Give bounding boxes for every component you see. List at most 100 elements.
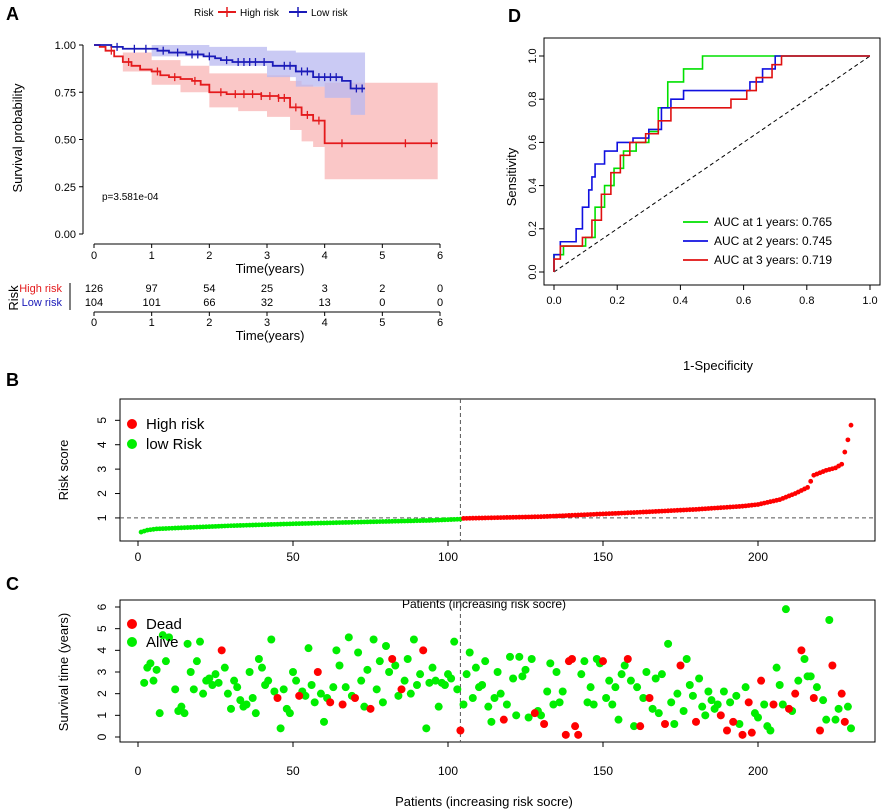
risk-table-cell: 97 bbox=[146, 283, 158, 295]
status-point-alive bbox=[478, 681, 487, 689]
status-point-alive bbox=[158, 631, 167, 640]
km-band-low-risk bbox=[94, 45, 366, 115]
risk-table-cell: 104 bbox=[85, 297, 103, 309]
km-y-tick-label: 0.75 bbox=[55, 87, 76, 99]
status-point-alive bbox=[698, 702, 707, 711]
roc-ylabel: Sensitivity bbox=[504, 147, 519, 206]
status-point-alive bbox=[617, 670, 626, 679]
status-point-alive bbox=[165, 633, 173, 642]
status-point-alive bbox=[614, 715, 623, 724]
survival-status-legend: Dead Alive bbox=[127, 616, 182, 651]
risk-table-x-tick-label: 2 bbox=[206, 317, 212, 329]
status-point-alive bbox=[468, 694, 477, 702]
status-point-alive bbox=[471, 663, 480, 672]
status-point-dead bbox=[217, 646, 226, 655]
risk-table-cell: 0 bbox=[379, 297, 385, 309]
status-point-dead bbox=[499, 715, 508, 724]
status-point-dead bbox=[456, 726, 465, 735]
status-point-alive bbox=[558, 687, 567, 696]
status-point-alive bbox=[403, 655, 412, 663]
status-point-dead bbox=[785, 704, 793, 713]
status-point-alive bbox=[481, 657, 490, 666]
roc-y-tick-label: 0.2 bbox=[527, 221, 539, 236]
roc-y-tick-label: 0.8 bbox=[527, 92, 539, 107]
risk-table-cell: 25 bbox=[261, 283, 273, 295]
roc-x-tick-label: 1.0 bbox=[862, 295, 877, 307]
risk-table-cell: 3 bbox=[322, 283, 328, 295]
status-point-alive bbox=[320, 717, 328, 726]
status-point-dead bbox=[797, 646, 806, 655]
status-point-alive bbox=[310, 698, 319, 707]
status-point-alive bbox=[713, 700, 722, 709]
status-point-dead bbox=[738, 730, 747, 739]
status-point-alive bbox=[775, 681, 784, 689]
km-y-tick-label: 0.00 bbox=[55, 229, 76, 241]
risk-table-cell: 54 bbox=[203, 283, 215, 295]
risk-table-x-tick-label: 1 bbox=[149, 317, 155, 329]
status-point-alive bbox=[760, 700, 769, 709]
status-point-alive bbox=[670, 720, 679, 728]
km-y-tick-label: 1.00 bbox=[55, 40, 76, 52]
km-x-tick-label: 0 bbox=[91, 250, 97, 262]
risk-table-cell: 32 bbox=[261, 297, 273, 309]
status-point-alive bbox=[555, 698, 564, 707]
survival-status-x-tick-label: 0 bbox=[135, 764, 142, 778]
roc-legend: AUC at 1 years: 0.765 AUC at 2 years: 0.7… bbox=[683, 215, 832, 267]
status-point-alive bbox=[648, 704, 657, 713]
status-point-alive bbox=[512, 711, 521, 720]
survival-status-y-axis: 0 1 2 3 4 5 6 bbox=[95, 603, 120, 740]
survival-status-xlabel: Patients (increasing risk socre) bbox=[395, 794, 573, 809]
status-point-alive bbox=[834, 704, 843, 713]
status-point-alive bbox=[741, 683, 750, 692]
status-point-alive bbox=[251, 709, 260, 718]
risk-point-high bbox=[805, 485, 810, 490]
status-point-alive bbox=[152, 665, 161, 674]
roc-x-tick-label: 0.0 bbox=[546, 295, 561, 307]
status-point-alive bbox=[285, 709, 294, 718]
status-point-alive bbox=[825, 616, 834, 624]
status-point-alive bbox=[552, 668, 561, 676]
status-point-alive bbox=[521, 665, 530, 674]
risk-score-y-tick-label: 5 bbox=[95, 417, 109, 424]
status-point-alive bbox=[462, 670, 471, 679]
status-point-dead bbox=[809, 694, 818, 702]
status-point-alive bbox=[496, 689, 505, 698]
status-point-alive bbox=[223, 689, 232, 698]
km-curve-low-risk bbox=[94, 44, 366, 90]
status-point-alive bbox=[230, 676, 239, 685]
status-point-alive bbox=[267, 635, 276, 644]
status-point-dead bbox=[723, 726, 731, 735]
status-point-alive bbox=[279, 685, 288, 694]
status-point-alive bbox=[357, 676, 366, 685]
status-point-alive bbox=[719, 687, 728, 696]
status-point-alive bbox=[589, 700, 598, 709]
status-point-dead bbox=[769, 700, 778, 709]
risk-score-x-tick-label: 0 bbox=[135, 550, 142, 564]
roc-y-axis: 0.0 0.2 0.4 0.6 0.8 1.0 bbox=[527, 48, 545, 280]
status-point-alive bbox=[394, 691, 403, 700]
km-x-tick-label: 1 bbox=[149, 250, 155, 262]
status-point-alive bbox=[651, 674, 660, 683]
status-point-dead bbox=[837, 689, 846, 698]
km-y-tick-label: 0.50 bbox=[55, 135, 76, 147]
status-point-alive bbox=[453, 685, 462, 694]
risk-table-cell: 66 bbox=[203, 297, 215, 309]
status-point-alive bbox=[416, 670, 425, 679]
status-point-dead bbox=[599, 657, 607, 666]
status-point-alive bbox=[465, 648, 474, 657]
status-point-alive bbox=[831, 715, 840, 724]
status-point-alive bbox=[220, 663, 229, 672]
status-point-alive bbox=[329, 683, 338, 692]
survival-status-y-tick-label: 1 bbox=[95, 712, 109, 719]
status-point-alive bbox=[847, 724, 855, 733]
risk-table-title: Risk bbox=[6, 285, 21, 311]
panel-label-c: C bbox=[6, 574, 19, 594]
status-point-alive bbox=[642, 668, 651, 676]
status-point-alive bbox=[704, 687, 713, 696]
survival-status-y-tick-label: 3 bbox=[95, 668, 109, 675]
risk-score-panel: B Risk score 1 2 3 4 5 0 50 100 150 200 High ris… bbox=[6, 370, 876, 611]
status-point-dead bbox=[623, 655, 632, 663]
status-point-dead bbox=[716, 711, 725, 720]
risk-score-x-tick-label: 150 bbox=[593, 550, 613, 564]
